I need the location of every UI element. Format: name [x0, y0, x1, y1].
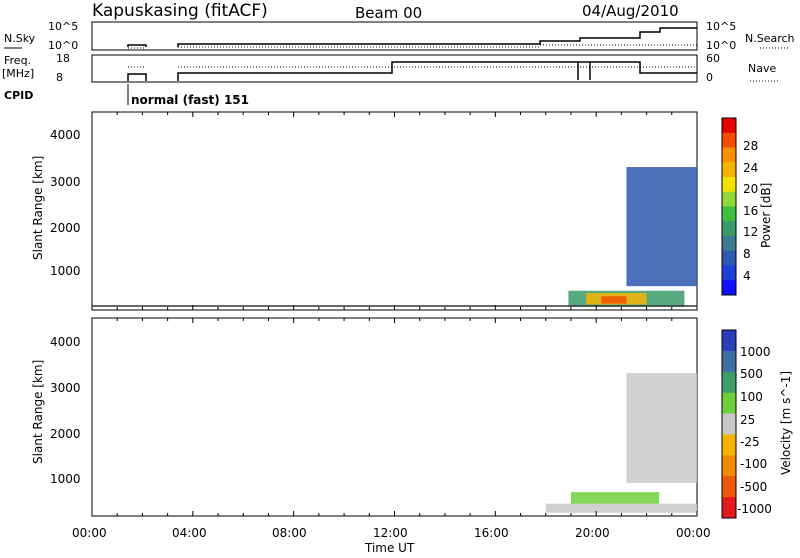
colorbar-swatch — [722, 476, 736, 498]
nsearch-tick-top: 10^5 — [706, 20, 736, 33]
colorbar-swatch — [722, 392, 736, 415]
velocity-ytick-4000: 4000 — [50, 335, 81, 349]
colorbar-frame — [721, 329, 737, 519]
x-axis-tick-marks — [91, 112, 698, 516]
xtick-0800: 08:00 — [272, 526, 307, 540]
freq-solid-line — [127, 61, 697, 81]
nsky-trace — [127, 27, 697, 49]
velocity-ytick-2000: 2000 — [50, 427, 81, 441]
xtick-1600: 16:00 — [474, 526, 509, 540]
freq-label: Freq. — [4, 54, 31, 67]
colorbar-swatch — [722, 371, 736, 394]
xtick-1200: 12:00 — [373, 526, 408, 540]
nsearch-dotted-line — [128, 44, 697, 49]
colorbar-swatch — [722, 497, 736, 519]
nsky-panel-frame — [91, 21, 698, 51]
xtick-0000: 00:00 — [72, 526, 107, 540]
nave-tick-bottom: 0 — [706, 71, 713, 84]
velocity-cbar-tick-25: 25 — [740, 413, 755, 427]
colorbar-swatch — [722, 330, 736, 352]
power-cbar-tick-12: 12 — [743, 225, 758, 239]
colorbar-swatch — [722, 221, 736, 237]
xtick-2000: 20:00 — [575, 526, 610, 540]
nave-tick-top: 60 — [706, 52, 720, 65]
nsearch-tick-bottom: 10^0 — [706, 39, 736, 52]
freq-tick-top: 18 — [56, 52, 70, 65]
velocity-panel-frame — [91, 317, 698, 517]
velocity-cbar-tick-100: 100 — [740, 390, 763, 404]
velocity-cbar-tick-1000: 1000 — [740, 345, 771, 359]
power-colorbar — [721, 117, 737, 296]
xtick-0000-end: 00:00 — [676, 526, 711, 540]
heatmap-cell — [545, 503, 697, 513]
power-ytick-1000: 1000 — [50, 264, 81, 278]
heatmap-cell — [570, 492, 660, 504]
nsky-tick-bottom: 10^0 — [48, 39, 78, 52]
nsky-tick-top: 10^5 — [48, 20, 78, 33]
colorbar-swatch — [722, 434, 736, 456]
heatmap-cell — [626, 373, 697, 483]
colorbar-swatch — [722, 132, 736, 148]
cpid-mode: normal (fast) 151 — [131, 93, 249, 107]
velocity-cbar-tick-minus1000: -1000 — [737, 502, 772, 516]
colorbar-swatch — [722, 177, 736, 193]
power-cbar-tick-4: 4 — [743, 269, 751, 283]
velocity-cbar-tick-minus100: -100 — [740, 457, 767, 471]
power-cbar-tick-16: 16 — [743, 204, 758, 218]
velocity-ytick-3000: 3000 — [50, 381, 81, 395]
velocity-cbar-label: Velocity [m s^-1] — [779, 371, 793, 475]
power-cbar-tick-24: 24 — [743, 161, 758, 175]
heatmap-cell — [601, 296, 627, 304]
colorbar-swatch — [722, 236, 736, 252]
power-ytick-4000: 4000 — [50, 128, 81, 142]
freq-tick-bottom: 8 — [56, 71, 63, 84]
velocity-cbar-tick-500: 500 — [740, 367, 763, 381]
power-cbar-tick-28: 28 — [743, 139, 758, 153]
power-ylabel: Slant Range [km] — [31, 156, 45, 260]
power-cbar-label: Power [dB] — [759, 183, 773, 248]
freq-trace — [127, 61, 697, 81]
velocity-colorbar — [721, 329, 737, 519]
velocity-cbar-tick-minus500: -500 — [740, 480, 767, 494]
colorbar-swatch — [722, 147, 736, 163]
colorbar-swatch — [722, 350, 736, 373]
velocity-cbar-tick-minus25: -25 — [740, 435, 760, 449]
velocity-ytick-1000: 1000 — [50, 472, 81, 486]
colorbar-frame — [721, 117, 737, 296]
colorbar-swatch — [722, 265, 736, 281]
colorbar-swatch — [722, 191, 736, 207]
colorbar-swatch — [722, 455, 736, 477]
date-title: 04/Aug/2010 — [582, 2, 679, 20]
x-axis-label: Time UT — [364, 541, 415, 554]
station-title: Kapuskasing (fitACF) — [92, 1, 268, 21]
power-panel-frame — [91, 111, 698, 311]
nsearch-label: N.Search — [745, 32, 795, 45]
power-ytick-2000: 2000 — [50, 221, 81, 235]
colorbar-swatch — [722, 118, 736, 134]
nsky-solid-line — [127, 27, 697, 47]
colorbar-swatch — [722, 280, 736, 296]
cpid-label: CPID — [4, 89, 33, 102]
xtick-0400: 04:00 — [172, 526, 207, 540]
colorbar-swatch — [722, 250, 736, 266]
freq-unit-label: [MHz] — [2, 67, 34, 80]
velocity-ylabel: Slant Range [km] — [31, 360, 45, 464]
power-cbar-tick-8: 8 — [743, 247, 751, 261]
heatmap-cell — [626, 167, 697, 287]
nave-label: Nave — [748, 62, 776, 75]
power-ytick-3000: 3000 — [50, 175, 81, 189]
freq-panel-frame — [91, 54, 698, 83]
nsky-label: N.Sky — [4, 32, 36, 45]
velocity-data-layer — [545, 373, 697, 513]
colorbar-swatch — [722, 413, 736, 435]
colorbar-swatch — [722, 162, 736, 178]
beam-title: Beam 00 — [355, 4, 422, 22]
colorbar-swatch — [722, 206, 736, 222]
power-cbar-tick-20: 20 — [743, 182, 758, 196]
